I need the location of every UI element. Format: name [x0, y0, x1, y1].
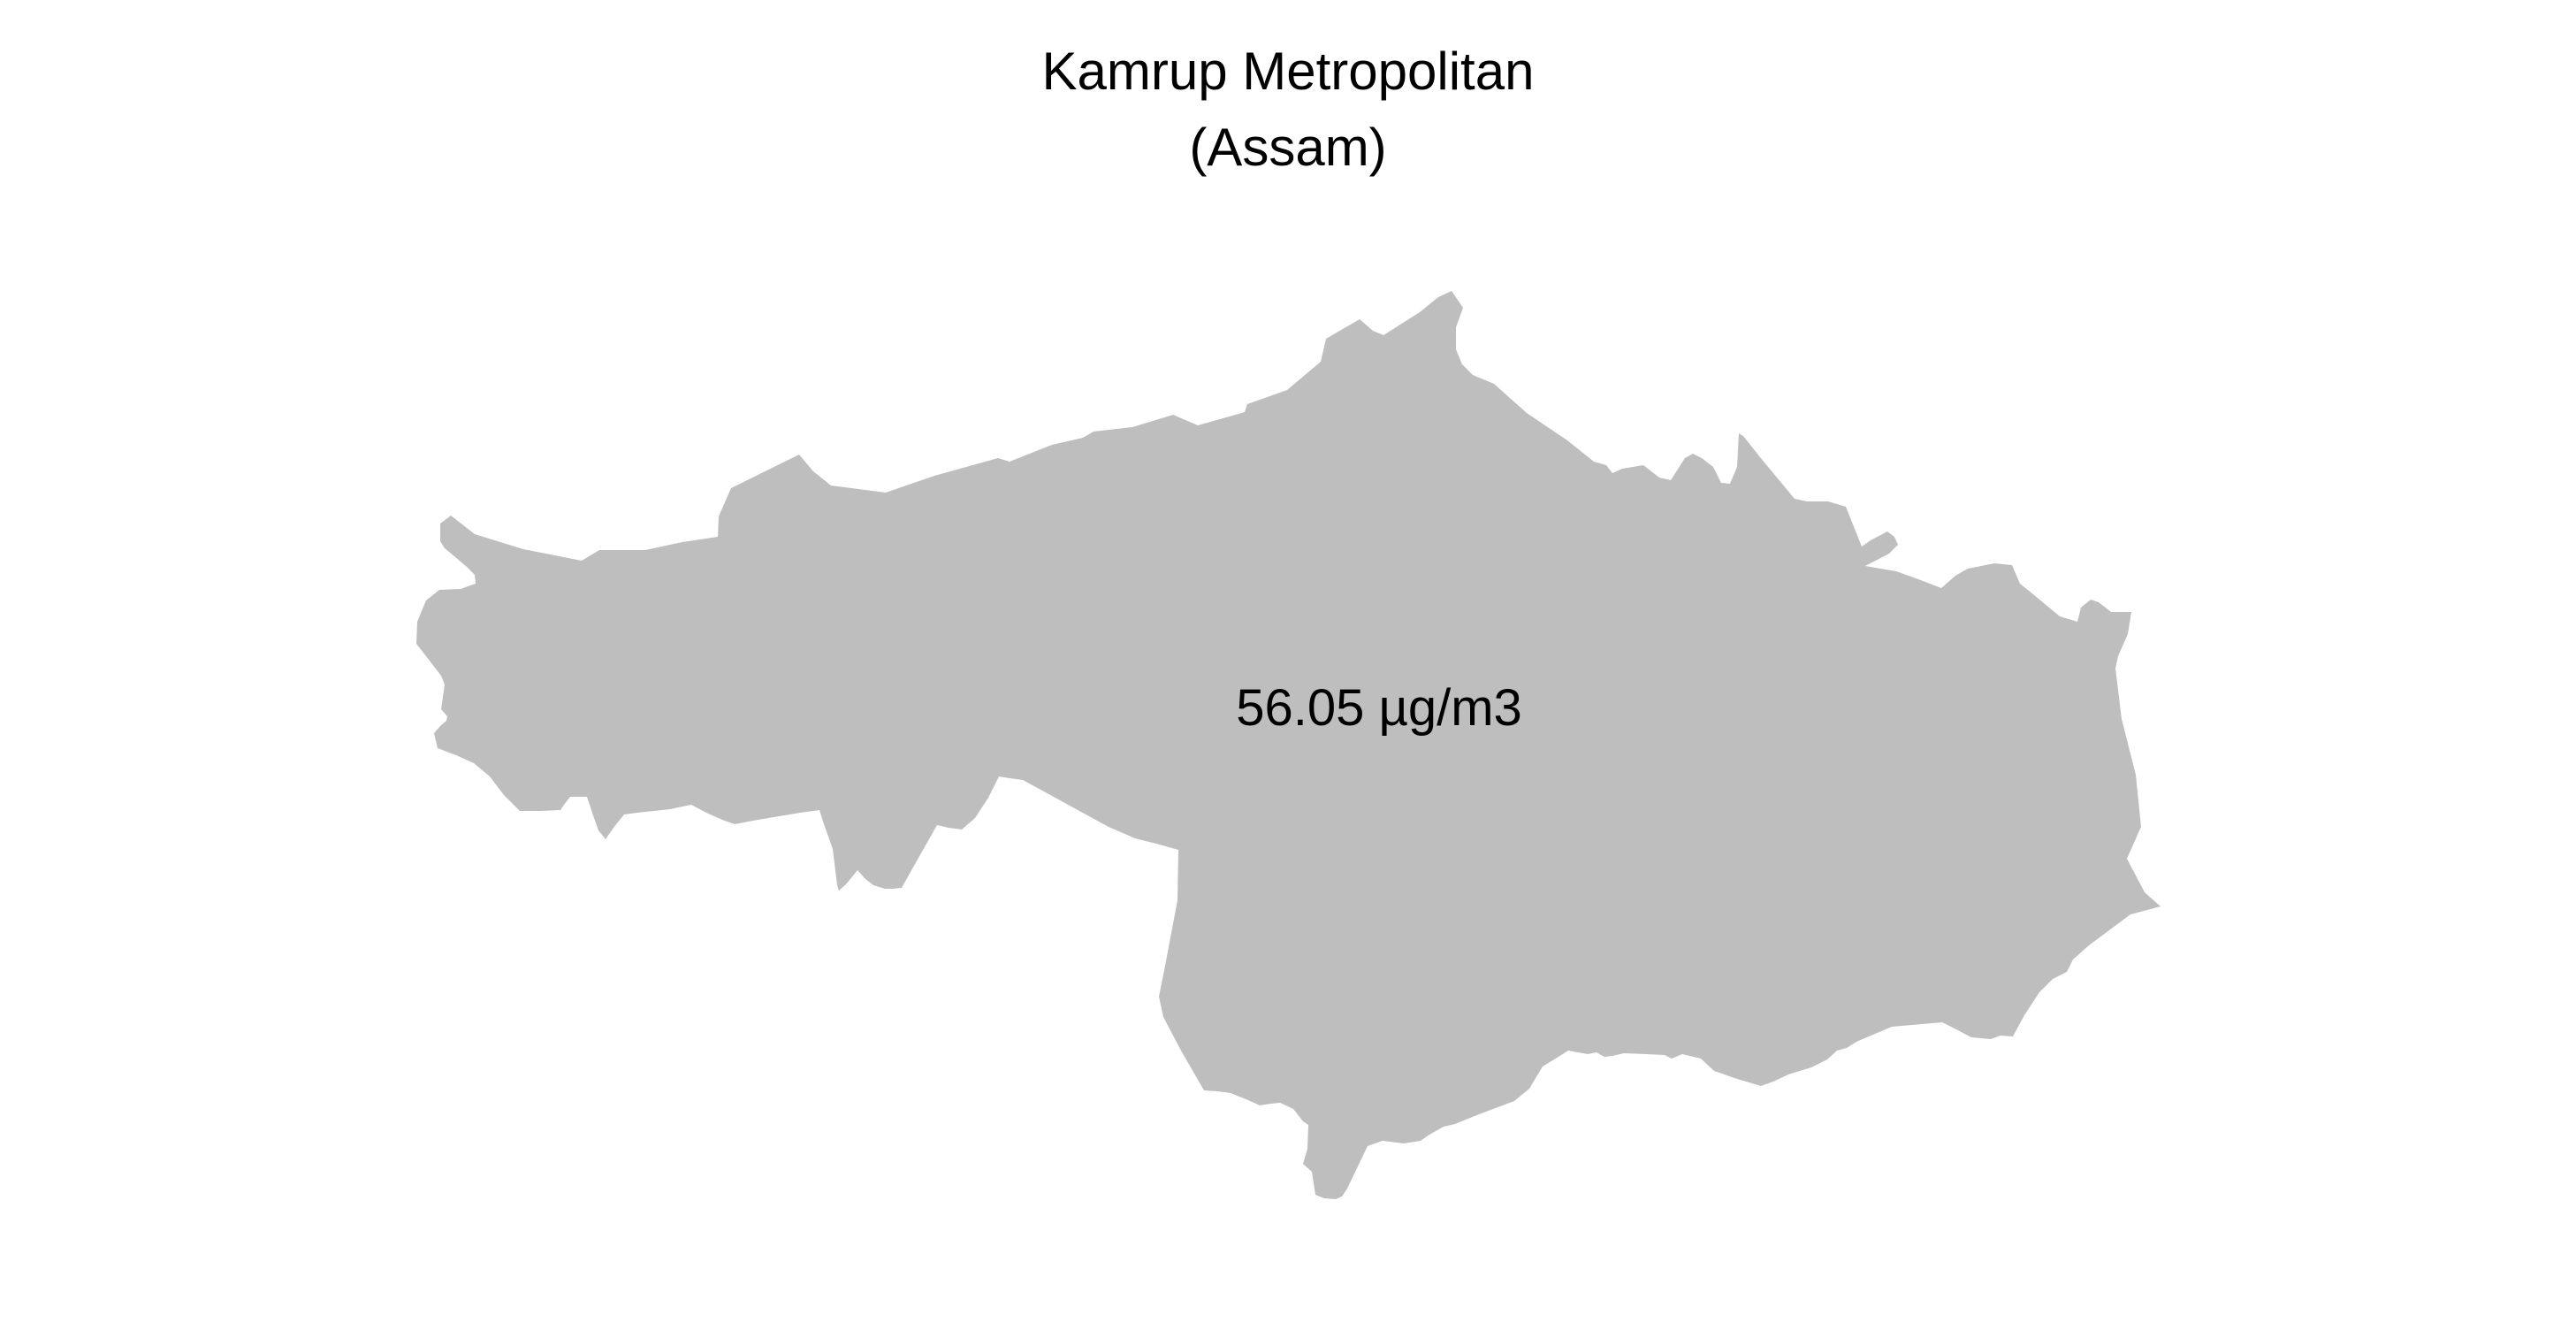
map-subtitle: (Assam): [1189, 118, 1387, 177]
map-title-block: Kamrup Metropolitan (Assam): [0, 34, 2576, 186]
district-shape-kamrup-metropolitan: [416, 291, 2161, 1199]
pollution-value-label: 56.05 µg/m3: [1236, 679, 1522, 737]
map-title: Kamrup Metropolitan: [1041, 42, 1535, 101]
